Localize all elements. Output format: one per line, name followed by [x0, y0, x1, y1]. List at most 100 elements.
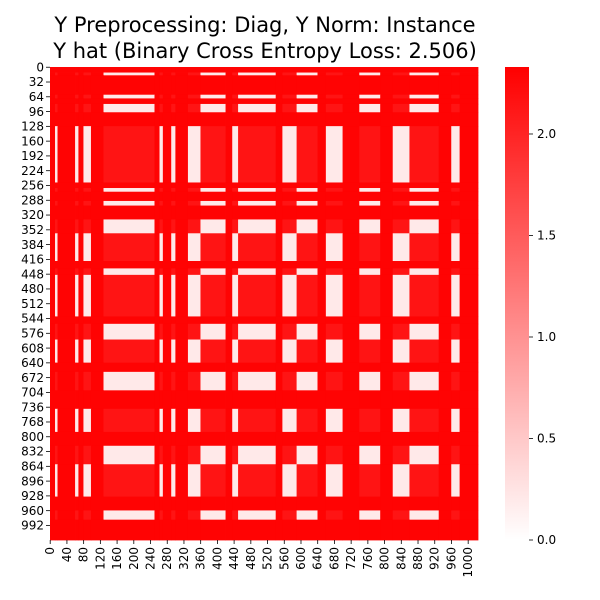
heatmap-cell-3-6: [90, 94, 104, 99]
heatmap-cell-0-1: [55, 67, 58, 73]
heatmap-cell-6-23: [342, 112, 360, 127]
heatmap-cell-15-23: [342, 261, 360, 269]
heatmap-cell-1-8: [154, 72, 160, 76]
heatmap-cell-30-9: [159, 519, 164, 541]
x-tick-label-15: 600: [294, 547, 308, 570]
heatmap-cell-10-4: [78, 191, 84, 202]
heatmap-cell-25-4: [78, 431, 84, 447]
heatmap-cell-1-29: [451, 72, 461, 76]
heatmap-cell-13-27: [409, 219, 440, 234]
heatmap-cell-6-24: [359, 112, 381, 127]
heatmap-cell-15-8: [154, 261, 160, 269]
heatmap-cell-19-20: [296, 323, 318, 340]
heatmap-cell-2-11: [171, 75, 176, 96]
heatmap-cell-11-5: [83, 200, 92, 206]
heatmap-cell-26-11: [171, 445, 176, 465]
heatmap-cell-9-15: [225, 188, 233, 193]
heatmap-cell-9-6: [90, 188, 104, 193]
heatmap-cell-26-25: [380, 445, 394, 465]
heatmap-cell-14-8: [154, 233, 160, 262]
heatmap-cell-18-20: [296, 316, 318, 325]
heatmap-cell-27-26: [392, 464, 410, 497]
heatmap-cell-16-29: [451, 268, 461, 276]
heatmap-cell-20-29: [451, 339, 461, 364]
heatmap-cell-16-27: [409, 268, 440, 276]
heatmap-cell-4-6: [90, 98, 104, 105]
heatmap-cell-25-5: [83, 431, 92, 447]
heatmap-cell-21-16: [232, 362, 239, 373]
y-tick-label-3: 96: [29, 105, 44, 119]
heatmap-cell-8-21: [317, 182, 327, 189]
heatmap-cell-8-30: [459, 182, 479, 189]
heatmap-cell-18-3: [75, 316, 79, 325]
heatmap-cell-6-25: [380, 112, 394, 127]
heatmap-cell-23-18: [275, 390, 283, 410]
heatmap-cell-23-21: [317, 390, 327, 410]
heatmap-cell-22-21: [317, 371, 327, 391]
heatmap-cell-9-25: [380, 188, 394, 193]
heatmap-cell-23-20: [296, 390, 318, 410]
heatmap-cell-17-9: [159, 274, 164, 317]
heatmap-cell-17-3: [75, 274, 79, 317]
heatmap-cell-10-18: [275, 191, 283, 202]
heatmap-cell-19-12: [175, 323, 189, 340]
heatmap-cell-8-12: [175, 182, 189, 189]
heatmap-cell-12-16: [232, 205, 239, 220]
heatmap-cell-15-10: [162, 261, 172, 269]
heatmap-cell-11-28: [438, 200, 452, 206]
y-tick-label-22: 704: [21, 386, 44, 400]
heatmap-cell-28-29: [451, 496, 461, 511]
heatmap-cell-15-28: [438, 261, 452, 269]
heatmap-cell-28-13: [187, 496, 201, 511]
heatmap-cell-3-19: [282, 94, 297, 99]
heatmap-cell-16-0: [50, 268, 56, 276]
heatmap-cell-7-15: [225, 126, 233, 183]
heatmap-cell-16-7: [103, 268, 155, 276]
heatmap-cell-14-16: [232, 233, 239, 262]
heatmap-cell-2-2: [57, 75, 76, 96]
heatmap-cell-0-3: [75, 67, 79, 73]
heatmap-cell-14-13: [187, 233, 201, 262]
heatmap-cell-3-20: [296, 94, 318, 99]
heatmap-cell-11-9: [159, 200, 164, 206]
y-tick-label-4: 128: [21, 120, 44, 134]
heatmap-cell-17-23: [342, 274, 360, 317]
heatmap-cell-21-19: [282, 362, 297, 373]
y-tick-label-23: 736: [21, 400, 44, 414]
heatmap-cell-8-16: [232, 182, 239, 189]
heatmap-cell-13-18: [275, 219, 283, 234]
heatmap-cell-23-9: [159, 390, 164, 410]
heatmap-cell-22-12: [175, 371, 189, 391]
heatmap-cell-6-12: [175, 112, 189, 127]
heatmap-cell-30-10: [162, 519, 172, 541]
heatmap-cell-10-2: [57, 191, 76, 202]
heatmap-cell-25-0: [50, 431, 56, 447]
heatmap-cell-13-24: [359, 219, 381, 234]
heatmap-cell-16-23: [342, 268, 360, 276]
heatmap-cell-21-6: [90, 362, 104, 373]
heatmap-cell-11-25: [380, 200, 394, 206]
heatmap-cell-16-1: [55, 268, 58, 276]
heatmap-cell-20-20: [296, 339, 318, 364]
heatmap-cell-2-26: [392, 75, 410, 96]
heatmap-cell-6-7: [103, 112, 155, 127]
heatmap-cell-4-2: [57, 98, 76, 105]
heatmap-cell-27-14: [200, 464, 226, 497]
heatmap-cell-13-23: [342, 219, 360, 234]
colorbar-gradient: [505, 67, 529, 540]
heatmap-cell-20-7: [103, 339, 155, 364]
heatmap-cell-5-22: [325, 103, 343, 113]
heatmap-cell-20-22: [325, 339, 343, 364]
heatmap-cell-1-2: [57, 72, 76, 76]
heatmap-cell-14-26: [392, 233, 410, 262]
heatmap-cell-11-16: [232, 200, 239, 206]
heatmap-cell-18-11: [171, 316, 176, 325]
heatmap-cell-9-22: [325, 188, 343, 193]
heatmap-cell-11-20: [296, 200, 318, 206]
heatmap-cell-11-11: [171, 200, 176, 206]
heatmap-cell-29-5: [83, 510, 92, 521]
heatmap-cell-6-13: [187, 112, 201, 127]
heatmap-cell-2-27: [409, 75, 440, 96]
heatmap-cell-2-13: [187, 75, 201, 96]
heatmap-cell-10-8: [154, 191, 160, 202]
